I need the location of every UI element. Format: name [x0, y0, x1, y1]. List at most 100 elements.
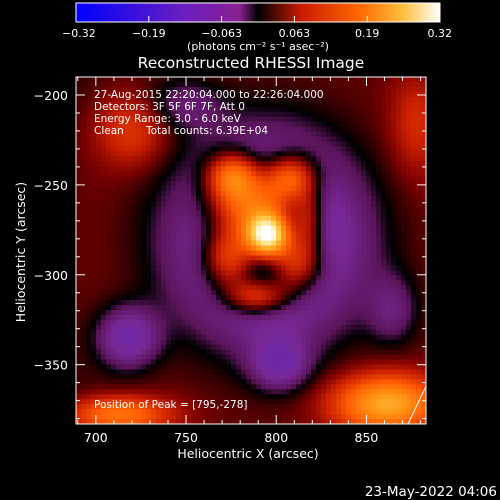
heatmap-cell: [191, 181, 197, 187]
heatmap-cell: [356, 265, 362, 271]
heatmap-cell: [406, 354, 412, 361]
heatmap-cell: [256, 334, 262, 341]
heatmap-cell: [191, 349, 197, 356]
heatmap-cell: [271, 339, 277, 346]
heatmap-cell: [131, 344, 137, 351]
heatmap-cell: [91, 220, 97, 227]
heatmap-cell: [401, 354, 407, 361]
heatmap-cell: [96, 220, 102, 227]
heatmap-cell: [421, 151, 426, 157]
heatmap-cell: [396, 151, 402, 157]
heatmap-cell: [186, 419, 192, 424]
heatmap-cell: [306, 344, 312, 351]
heatmap-cell: [251, 101, 257, 108]
heatmap-cell: [326, 141, 332, 147]
heatmap-cell: [151, 285, 157, 291]
heatmap-cell: [201, 171, 207, 177]
heatmap-cell: [316, 106, 322, 113]
heatmap-cell: [156, 126, 162, 133]
heatmap-cell: [81, 225, 87, 232]
heatmap-cell: [346, 136, 352, 143]
heatmap-cell: [411, 275, 417, 281]
plot-frame: [75, 76, 427, 425]
heatmap-cell: [181, 166, 187, 172]
heatmap-cell: [261, 319, 267, 326]
heatmap-cell: [286, 121, 292, 128]
heatmap-cell: [291, 146, 297, 152]
heatmap-cell: [386, 210, 392, 217]
heatmap-cell: [121, 181, 127, 187]
heatmap-cell: [416, 389, 422, 395]
colorbar-tick-label: −0.32: [62, 27, 96, 40]
heatmap-cell: [301, 240, 307, 247]
heatmap-cell: [86, 404, 92, 410]
heatmap-cell: [341, 290, 347, 296]
heatmap-cell: [181, 96, 187, 103]
heatmap-cell: [361, 285, 367, 291]
heatmap-cell: [401, 195, 407, 202]
heatmap-cell: [236, 186, 242, 192]
heatmap-cell: [211, 195, 217, 202]
heatmap-cell: [251, 141, 257, 147]
heatmap-cell: [256, 181, 262, 187]
heatmap-cell: [306, 265, 312, 271]
heatmap-cell: [156, 409, 162, 415]
heatmap-cell: [321, 210, 327, 217]
heatmap-cell: [406, 245, 412, 252]
heatmap-cell: [121, 300, 127, 306]
heatmap-cell: [281, 309, 287, 316]
heatmap-cell: [111, 161, 117, 167]
heatmap-cell: [231, 359, 237, 366]
heatmap-cell: [341, 339, 347, 346]
heatmap-cell: [136, 359, 142, 366]
heatmap-cell: [166, 265, 172, 271]
heatmap-cell: [421, 101, 426, 108]
heatmap-cell: [326, 126, 332, 133]
heatmap-cell: [121, 186, 127, 192]
heatmap-cell: [221, 364, 227, 371]
heatmap-cell: [76, 195, 82, 202]
heatmap-cell: [176, 191, 182, 197]
heatmap-cell: [176, 334, 182, 341]
heatmap-cell: [121, 394, 127, 400]
heatmap-cell: [381, 116, 387, 123]
heatmap-cell: [316, 195, 322, 202]
heatmap-cell: [266, 176, 272, 182]
heatmap-cell: [396, 250, 402, 257]
heatmap-cell: [146, 210, 152, 217]
heatmap-cell: [336, 195, 342, 202]
heatmap-cell: [191, 101, 197, 108]
heatmap-cell: [206, 305, 212, 311]
heatmap-cell: [246, 409, 252, 415]
heatmap-cell: [251, 384, 257, 390]
heatmap-cell: [371, 141, 377, 147]
heatmap-cell: [346, 260, 352, 266]
heatmap-cell: [101, 235, 107, 242]
heatmap-cell: [261, 270, 267, 276]
heatmap-cell: [351, 404, 357, 410]
heatmap-cell: [126, 344, 132, 351]
heatmap-cell: [386, 359, 392, 366]
heatmap-cell: [276, 364, 282, 371]
heatmap-cell: [251, 205, 257, 212]
heatmap-cell: [391, 369, 397, 376]
heatmap-cell: [81, 364, 87, 371]
heatmap-cell: [116, 334, 122, 341]
heatmap-cell: [166, 171, 172, 177]
heatmap-cell: [311, 126, 317, 133]
heatmap-cell: [406, 409, 412, 415]
heatmap-cell: [341, 161, 347, 167]
heatmap-cell: [301, 171, 307, 177]
heatmap-cell: [396, 329, 402, 336]
heatmap-cell: [156, 166, 162, 172]
heatmap-cell: [126, 414, 132, 420]
heatmap-cell: [396, 379, 402, 385]
heatmap-cell: [231, 136, 237, 143]
heatmap-cell: [266, 404, 272, 410]
heatmap-cell: [86, 250, 92, 257]
heatmap-cell: [76, 131, 82, 138]
heatmap-cell: [166, 250, 172, 257]
heatmap-cell: [381, 225, 387, 232]
heatmap-cell: [96, 344, 102, 351]
heatmap-cell: [411, 349, 417, 356]
